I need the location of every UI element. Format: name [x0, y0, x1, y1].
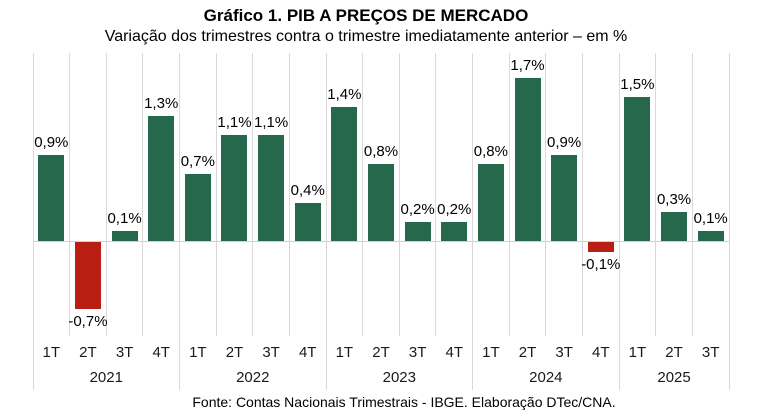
bar-2023-1T — [331, 107, 358, 241]
bar-2023-2T — [368, 164, 394, 241]
bar-value-label: 0,8% — [363, 143, 399, 160]
bar-value-label: -0,1% — [581, 256, 621, 273]
axis-quarter-label: 2T — [518, 344, 537, 361]
bar-value-label: 0,1% — [693, 210, 728, 227]
axis-year-label: 2021 — [89, 369, 123, 386]
axis-quarter-label: 1T — [42, 344, 61, 361]
bar-2024-1T — [477, 164, 504, 241]
axis-year-label: 2023 — [382, 369, 416, 386]
axis-quarter-label: 3T — [555, 344, 573, 361]
bar-2025-2T — [661, 212, 688, 241]
axis-year-label: 2025 — [657, 369, 691, 386]
axis-quarter-label: 2T — [79, 344, 97, 361]
axis-year-label: 2022 — [236, 369, 270, 386]
axis-quarter-label: 3T — [262, 344, 280, 361]
chart-subtitle: Variação dos trimestres contra o trimest… — [104, 28, 628, 45]
quarter-separator-line — [252, 53, 254, 336]
bar-2023-4T — [441, 222, 468, 241]
bar-value-label: 1,4% — [327, 86, 362, 103]
bar-value-label: 0,9% — [34, 134, 69, 151]
bar-value-label: 0,1% — [107, 210, 142, 227]
axis-quarter-label: 2T — [665, 344, 683, 361]
axis-quarter-label: 1T — [482, 344, 500, 361]
bar-2021-2T — [74, 242, 101, 309]
bar-value-label: 0,4% — [290, 182, 325, 199]
bar-2025-1T — [624, 97, 651, 241]
quarter-separator-line — [398, 53, 400, 336]
bar-2021-1T — [38, 155, 65, 241]
bar-2024-4T — [587, 242, 614, 252]
axis-quarter-label: 3T — [701, 344, 720, 361]
bar-2025-3T — [697, 231, 724, 241]
axis-quarter-label: 4T — [592, 344, 610, 361]
bar-2024-2T — [514, 78, 541, 241]
bar-value-label: 0,3% — [656, 191, 692, 208]
bar-value-label: 1,7% — [510, 57, 545, 74]
bar-value-label: 0,2% — [400, 201, 435, 218]
quarter-separator-line — [691, 53, 693, 336]
axis-quarter-label: 4T — [152, 344, 170, 361]
zero-baseline — [33, 241, 729, 242]
year-separator-line — [32, 53, 34, 390]
bar-2022-3T — [258, 135, 285, 241]
bar-value-label: 1,3% — [144, 95, 179, 112]
bar-value-label: 1,1% — [253, 114, 289, 131]
year-separator-line — [472, 53, 474, 390]
axis-quarter-label: 1T — [335, 344, 354, 361]
bar-value-label: 0,8% — [473, 143, 508, 160]
bar-value-label: 1,5% — [620, 76, 655, 93]
bar-2021-4T — [148, 116, 175, 241]
quarter-separator-line — [215, 53, 217, 336]
quarter-separator-line — [362, 53, 364, 336]
axis-year-label: 2024 — [529, 369, 563, 386]
bar-2022-1T — [184, 174, 211, 241]
bar-value-label: 0,7% — [180, 153, 215, 170]
quarter-separator-line — [545, 53, 547, 336]
axis-quarter-label: 3T — [115, 344, 134, 361]
quarter-separator-line — [435, 53, 437, 336]
quarter-separator-line — [508, 53, 510, 336]
bar-value-label: 0,9% — [547, 134, 582, 151]
quarter-separator-line — [655, 53, 657, 336]
quarter-separator-line — [581, 53, 583, 336]
year-separator-line — [325, 53, 327, 390]
axis-quarter-label: 4T — [298, 344, 317, 361]
quarter-separator-line — [105, 53, 107, 336]
axis-quarter-label: 2T — [372, 344, 390, 361]
axis-quarter-label: 4T — [445, 344, 463, 361]
bar-2021-3T — [111, 231, 138, 241]
quarter-separator-line — [288, 53, 290, 336]
bar-2022-2T — [221, 135, 248, 241]
chart-title: Gráfico 1. PIB A PREÇOS DE MERCADO — [203, 6, 529, 25]
axis-quarter-label: 1T — [628, 344, 647, 361]
year-separator-line — [179, 53, 181, 390]
axis-quarter-label: 2T — [225, 344, 244, 361]
quarter-separator-line — [142, 53, 144, 336]
quarter-separator-line — [69, 53, 71, 336]
year-separator-line — [618, 53, 620, 390]
bar-2023-3T — [404, 222, 431, 241]
source-note: Fonte: Contas Nacionais Trimestrais - IB… — [192, 394, 616, 410]
axis-quarter-label: 1T — [189, 344, 207, 361]
year-separator-line — [728, 53, 730, 390]
bar-2022-4T — [294, 203, 321, 241]
bar-value-label: 1,1% — [217, 114, 252, 131]
bar-value-label: 0,2% — [437, 201, 472, 218]
axis-quarter-label: 3T — [408, 344, 427, 361]
bar-2024-3T — [551, 155, 578, 241]
bar-value-label: -0,7% — [68, 313, 108, 330]
